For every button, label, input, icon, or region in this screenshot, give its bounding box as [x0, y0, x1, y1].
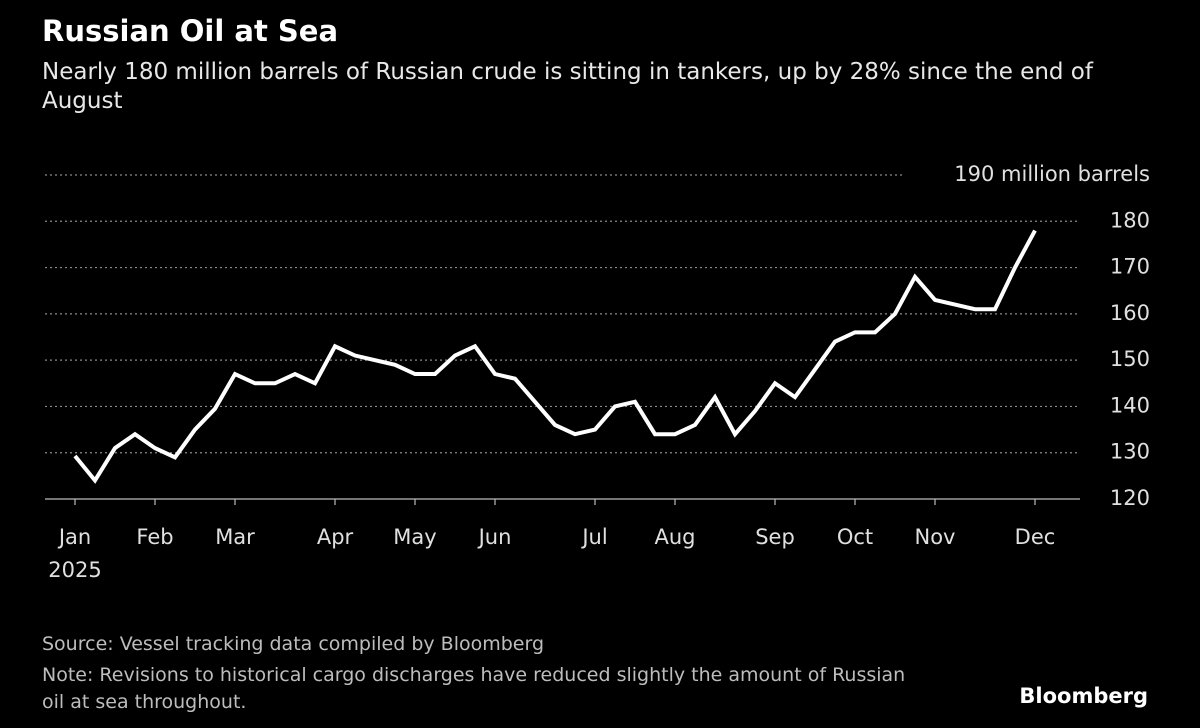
brand-logo: Bloomberg [1019, 684, 1148, 708]
y-tick-label: 150 [1110, 347, 1150, 371]
footnote: Note: Revisions to historical cargo disc… [42, 664, 906, 713]
chart-title: Russian Oil at Sea [42, 14, 339, 48]
data-line [73, 229, 1037, 484]
x-tick-label: Aug [654, 525, 695, 549]
y-tick-label: 180 [1110, 208, 1150, 232]
x-tick-label: Feb [136, 525, 173, 549]
x-tick-label: Apr [317, 525, 354, 549]
y-tick-label: 140 [1110, 393, 1150, 417]
x-tick-label: Jan [57, 525, 91, 549]
y-tick-label: 170 [1110, 255, 1150, 279]
y-tick-label: 130 [1110, 440, 1150, 464]
x-tick-label: Sep [755, 525, 795, 549]
x-tick-label: Jul [580, 525, 607, 549]
x-tick-label: Oct [837, 525, 873, 549]
source-note: Source: Vessel tracking data compiled by… [42, 633, 545, 655]
year-label: 2025 [48, 558, 101, 582]
y-tick-label: 120 [1110, 486, 1150, 510]
x-tick-label: Jun [477, 525, 512, 549]
x-tick-label: May [393, 525, 436, 549]
chart-subtitle: Nearly 180 million barrels of Russian cr… [42, 59, 1093, 114]
y-tick-label: 190 million barrels [954, 162, 1150, 186]
x-tick-label: Nov [915, 525, 956, 549]
y-tick-label: 160 [1110, 301, 1150, 325]
x-tick-label: Dec [1015, 525, 1056, 549]
x-tick-label: Mar [215, 525, 255, 549]
